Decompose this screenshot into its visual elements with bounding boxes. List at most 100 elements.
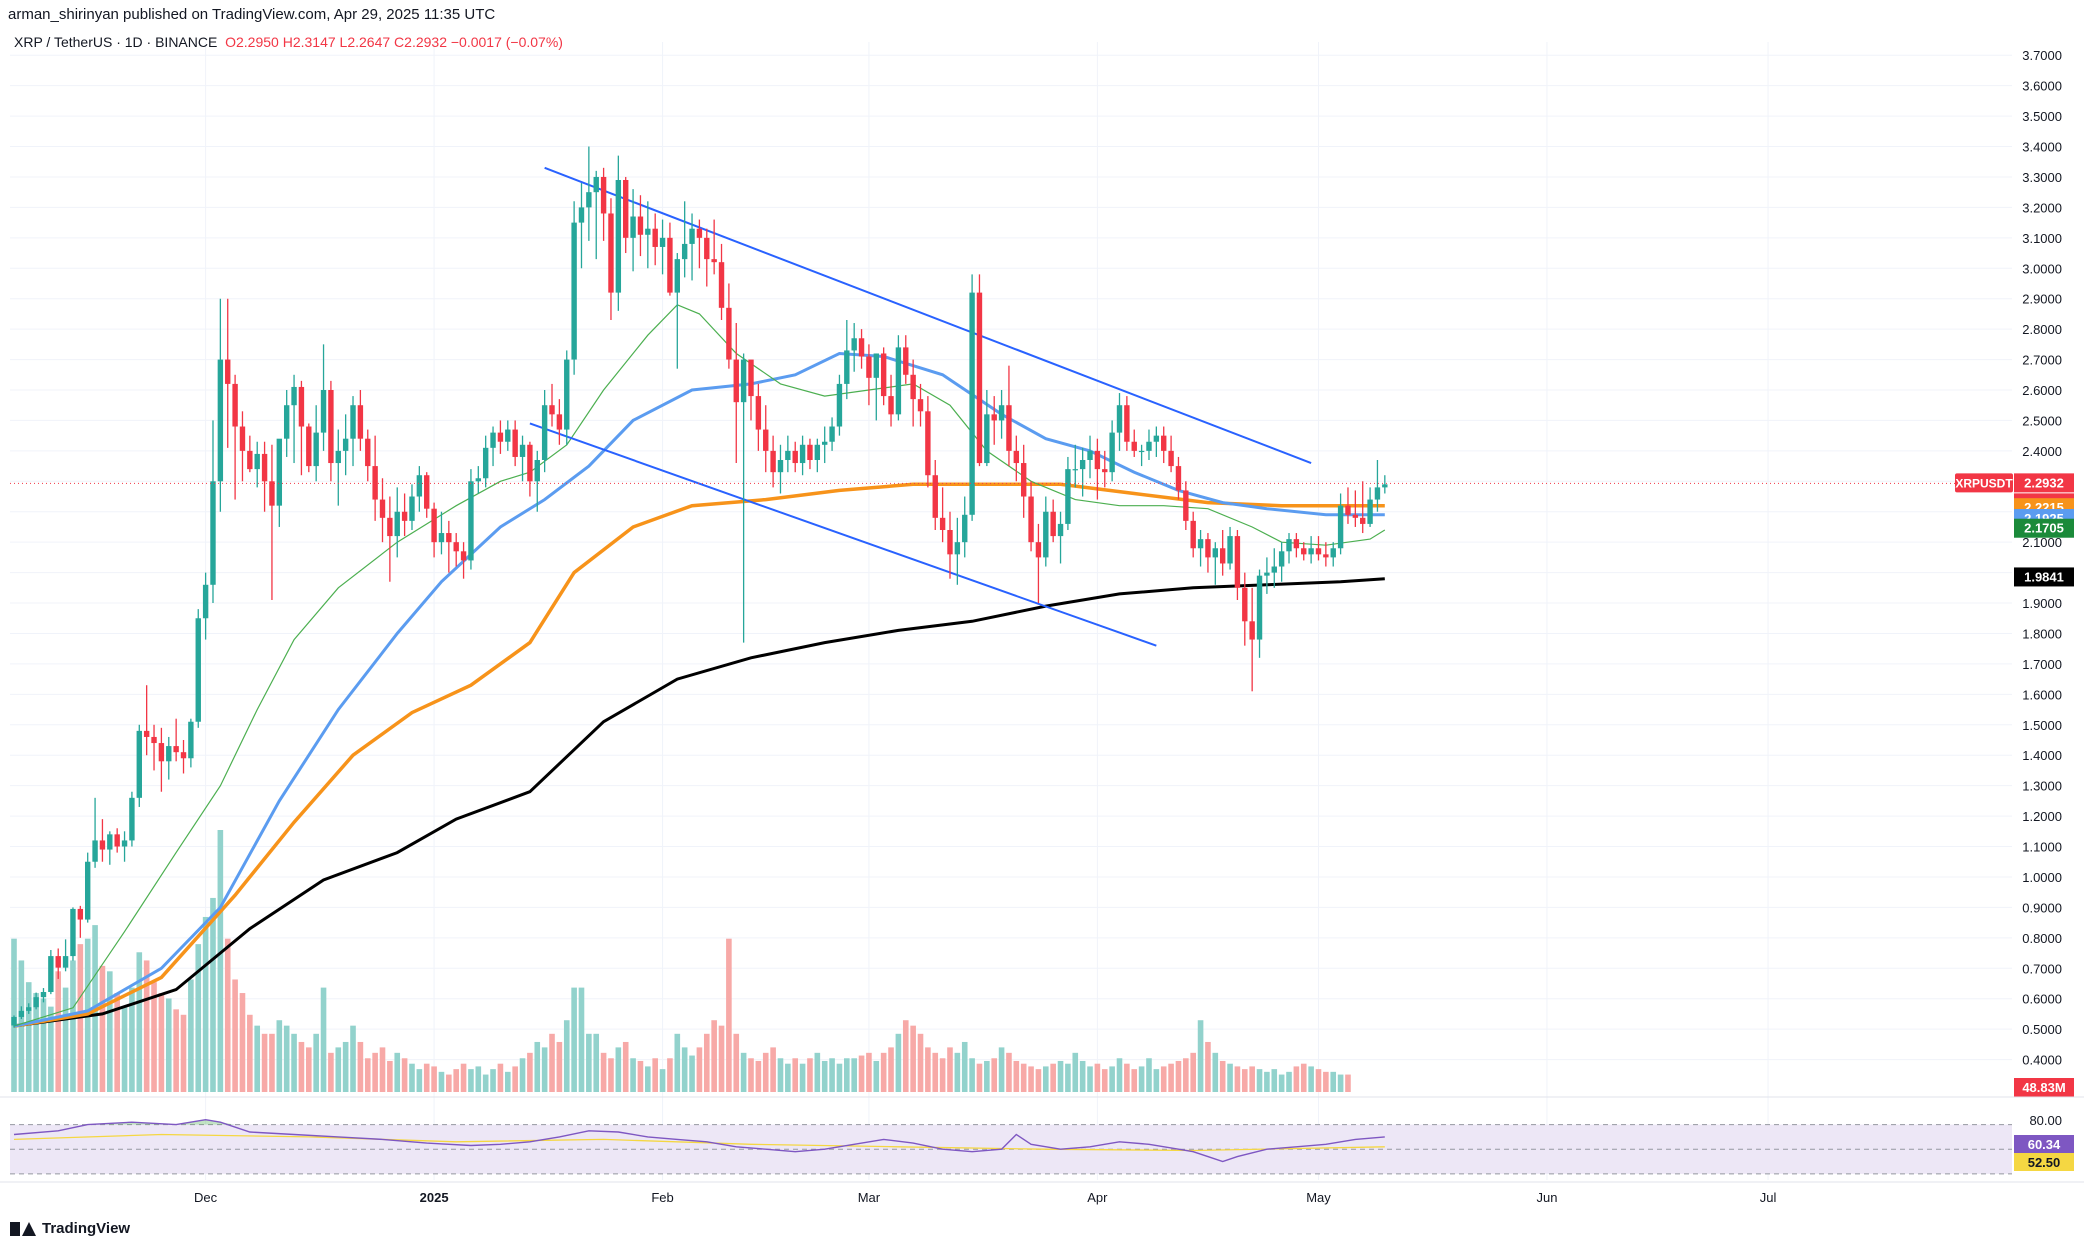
candle-body	[984, 414, 990, 464]
volume-bar	[659, 1069, 666, 1092]
candle-body	[925, 411, 931, 476]
volume-bar	[1183, 1058, 1189, 1092]
candle-body	[674, 259, 680, 293]
candle	[1197, 530, 1204, 567]
candle	[48, 950, 54, 995]
ohlc-low: L2.2647	[339, 34, 391, 50]
candle	[1043, 496, 1049, 567]
candle-body	[1323, 554, 1329, 558]
volume-bar	[1087, 1066, 1093, 1092]
volume-bar	[807, 1058, 813, 1092]
volume-bar	[202, 916, 209, 1092]
volume-badge-value: 48.83M	[2022, 1080, 2065, 1095]
volume-bar	[114, 993, 120, 1092]
tradingview-logo-icon	[10, 1221, 36, 1236]
candle	[1153, 426, 1160, 457]
candle	[416, 466, 423, 512]
candle-body	[438, 533, 445, 543]
candle-body	[1175, 466, 1182, 491]
candle	[70, 907, 76, 961]
descending-channel	[529, 166, 1312, 647]
volume-bar	[939, 1058, 946, 1092]
candle	[976, 274, 983, 467]
candle	[1301, 542, 1307, 561]
ma200-line	[13, 577, 1385, 1028]
volume-bar	[1337, 1074, 1344, 1092]
volume-bar	[11, 938, 17, 1092]
volume-bar	[1153, 1069, 1160, 1092]
candle-body	[1256, 575, 1263, 640]
candle-body	[173, 746, 179, 753]
candle	[1006, 365, 1012, 467]
volume-bar	[910, 1025, 916, 1092]
price-tick-label: 2.9000	[2022, 292, 2062, 307]
price-tick-label: 1.9000	[2022, 596, 2062, 611]
candle-body	[615, 180, 622, 293]
volume-bar	[844, 1058, 850, 1092]
candle	[1020, 444, 1027, 518]
volume-bar	[195, 944, 202, 1092]
price-badge-box	[2014, 518, 2074, 538]
candle-body	[652, 228, 658, 247]
volume-bar	[556, 1041, 563, 1092]
candle-body	[313, 432, 319, 467]
candle-body	[1382, 484, 1388, 488]
candle	[438, 511, 445, 555]
volume-bar	[350, 1025, 356, 1092]
candle-body	[11, 1016, 17, 1026]
candle-body	[1153, 435, 1160, 442]
candle-body	[261, 453, 268, 482]
candle-body	[247, 450, 253, 470]
candle	[1271, 548, 1277, 588]
volume-bar	[1146, 1058, 1152, 1092]
candle-body	[718, 262, 725, 308]
candle-body	[954, 542, 961, 555]
volume-bar	[718, 1025, 725, 1092]
price-tick-label: 1.4000	[2022, 748, 2062, 763]
candle-body	[873, 353, 879, 378]
symbol-pair[interactable]: XRP / TetherUS · 1D · BINANCE	[14, 34, 218, 50]
candle	[748, 359, 754, 421]
volume-bar	[1020, 1063, 1027, 1092]
candle	[1028, 481, 1034, 552]
candle-body	[1116, 405, 1123, 433]
candle-body	[527, 444, 533, 482]
volume-bar	[151, 982, 157, 1092]
candle-body	[151, 736, 157, 744]
volume-bar	[224, 938, 231, 1092]
volume-bar	[792, 1058, 799, 1092]
volume-bar	[173, 1009, 179, 1092]
candle-body	[851, 338, 857, 351]
grid	[10, 42, 2012, 1180]
volume-bar	[158, 993, 165, 1092]
tradingview-logo[interactable]: TradingView	[10, 1220, 130, 1237]
candle	[1138, 444, 1145, 467]
volume-bar	[954, 1052, 961, 1092]
candle-body	[468, 481, 474, 561]
candle-body	[1301, 548, 1307, 555]
candle	[969, 274, 975, 521]
candle-body	[549, 405, 555, 415]
volume-bar	[991, 1058, 998, 1092]
candle	[92, 797, 98, 868]
volume-bar	[1109, 1066, 1115, 1092]
volume-bar	[276, 1020, 283, 1092]
candle-body	[578, 207, 585, 223]
volume-bar	[342, 1041, 349, 1092]
volume-bar	[143, 960, 150, 1092]
candle-body	[1161, 435, 1167, 451]
volume-bar	[1072, 1052, 1079, 1092]
candle	[1102, 450, 1108, 488]
candle	[1057, 511, 1064, 564]
candle-body	[777, 460, 784, 473]
price-badge-value: 2.1705	[2024, 521, 2064, 536]
candle	[55, 948, 61, 979]
candle	[527, 441, 533, 497]
rsi-badge-value: 60.34	[2028, 1137, 2061, 1152]
candle-body	[748, 359, 754, 397]
candle-body	[1006, 405, 1012, 451]
candle-body	[1109, 432, 1115, 473]
candle	[1065, 456, 1071, 530]
candle-body	[1087, 450, 1093, 460]
